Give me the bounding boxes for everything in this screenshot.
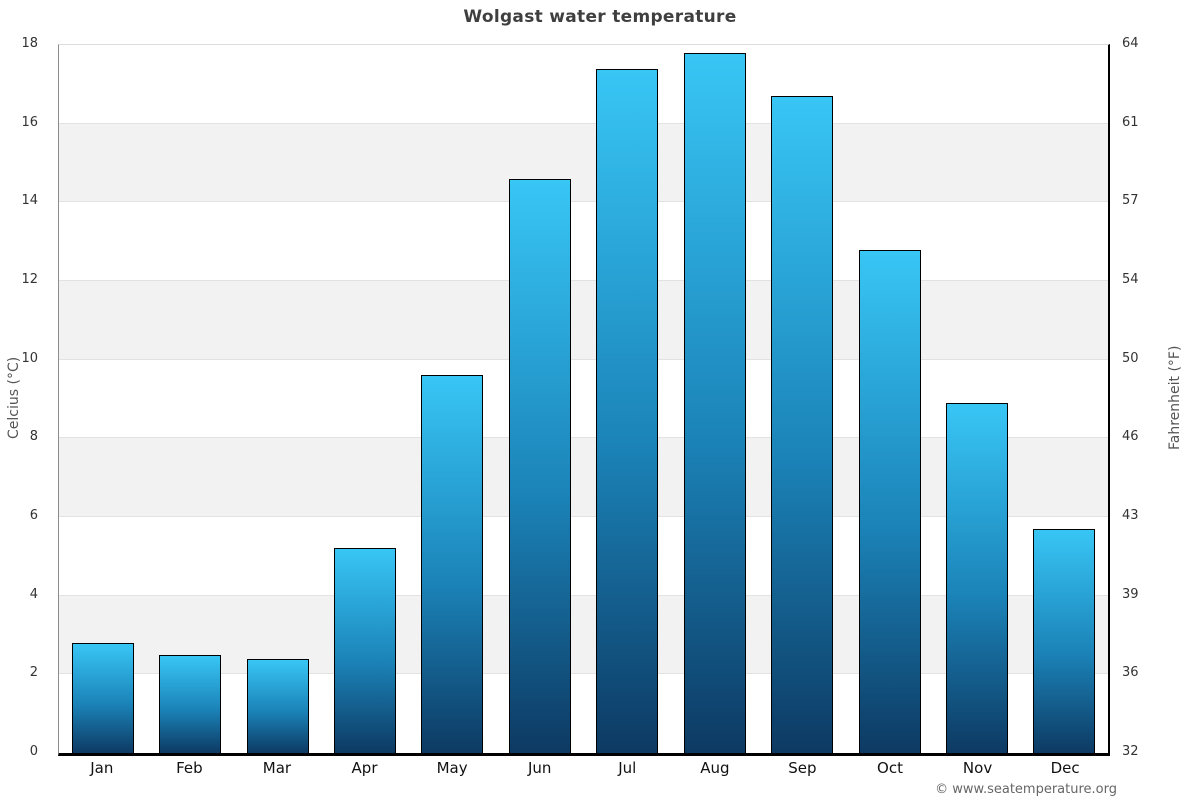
x-axis-label: Feb <box>176 759 203 777</box>
x-axis-labels: Jan Feb Mar Apr May Jun Jul Aug Sep Oct Nov Dec <box>58 759 1109 777</box>
bar-nov <box>945 402 1008 753</box>
x-axis-label: Apr <box>351 759 378 777</box>
y-axis-tick-label-right: 61 <box>1122 114 1139 130</box>
gridline <box>59 358 1108 360</box>
y-axis-tick-label-left: 14 <box>21 193 38 209</box>
y-axis-tick-label-left: 10 <box>21 350 38 366</box>
shaded-band <box>59 123 1108 203</box>
bar-slot <box>409 45 496 753</box>
y-axis-tick-label-left: 12 <box>21 272 38 287</box>
y-axis-tick-label-left: 4 <box>29 586 38 602</box>
x-axis-label: Aug <box>700 759 730 777</box>
bar-dec <box>1033 528 1096 753</box>
x-axis-label: Jul <box>618 759 637 777</box>
bar-slot <box>496 45 583 753</box>
y-axis-tick-label-right: 36 <box>1122 665 1139 681</box>
x-axis-label: May <box>436 759 468 777</box>
y-axis-tick-label-right: 43 <box>1122 508 1139 523</box>
bar-may <box>421 375 484 753</box>
gridline <box>59 594 1108 596</box>
chart-title: Wolgast water temperature <box>463 7 737 27</box>
gridline <box>59 437 1108 439</box>
bar-slot <box>321 45 408 753</box>
shaded-band <box>59 281 1108 360</box>
shaded-band <box>59 595 1108 675</box>
bar-slot <box>584 45 671 753</box>
bar-oct <box>858 249 921 753</box>
bar-jun <box>508 178 571 753</box>
y-axis-tick-label-right: 46 <box>1122 429 1139 445</box>
y-axis-tick-label-left: 0 <box>29 744 38 759</box>
gridline <box>59 673 1108 675</box>
y-axis-tick-label-left: 16 <box>21 114 38 130</box>
x-axis-label: Oct <box>877 759 903 777</box>
x-axis-label: Jan <box>90 759 114 777</box>
bar-slot <box>671 45 758 753</box>
bar-jan <box>71 642 134 753</box>
bar-feb <box>159 654 222 753</box>
plot-area <box>58 44 1110 756</box>
x-axis-label: Sep <box>788 759 817 777</box>
bar-slot <box>933 45 1020 753</box>
bar-sep <box>771 96 834 753</box>
y-axis-tick-label-right: 32 <box>1122 744 1139 759</box>
bar-apr <box>333 548 396 753</box>
y-axis-tick-label-right: 57 <box>1122 193 1139 209</box>
x-axis-label: Mar <box>262 759 292 777</box>
left-axis-ticks: 0 2 4 6 8 10 12 14 16 18 <box>0 36 50 759</box>
x-axis-label: Dec <box>1050 759 1080 777</box>
y-axis-tick-label-left: 2 <box>29 665 38 681</box>
y-axis-tick-label-left: 18 <box>21 36 38 51</box>
gridline <box>59 122 1108 124</box>
right-axis-ticks: 32 36 39 43 46 50 54 57 61 64 <box>1114 36 1174 759</box>
y-axis-tick-label-right: 50 <box>1122 350 1139 366</box>
bar-slot <box>1021 45 1108 753</box>
bar-mar <box>246 658 309 753</box>
bar-slot <box>146 45 233 753</box>
bar-slot <box>758 45 845 753</box>
footer-credit: © www.seatemperature.org <box>935 782 1117 797</box>
gridline <box>59 280 1108 281</box>
y-axis-tick-label-left: 6 <box>29 508 38 523</box>
y-axis-tick-label-left: 8 <box>29 429 38 445</box>
bars-layer <box>59 45 1108 753</box>
y-axis-tick-label-right: 39 <box>1122 586 1139 602</box>
bar-slot <box>59 45 146 753</box>
x-axis-label: Nov <box>962 759 993 777</box>
bar-slot <box>846 45 933 753</box>
gridline <box>59 516 1108 517</box>
shaded-band <box>59 438 1108 517</box>
gridline <box>59 201 1108 203</box>
y-axis-tick-label-right: 64 <box>1122 36 1139 51</box>
x-axis-label: Jun <box>527 759 552 777</box>
y-axis-tick-label-right: 54 <box>1122 272 1139 287</box>
bar-jul <box>596 68 659 753</box>
bar-slot <box>234 45 321 753</box>
bar-aug <box>683 52 746 753</box>
